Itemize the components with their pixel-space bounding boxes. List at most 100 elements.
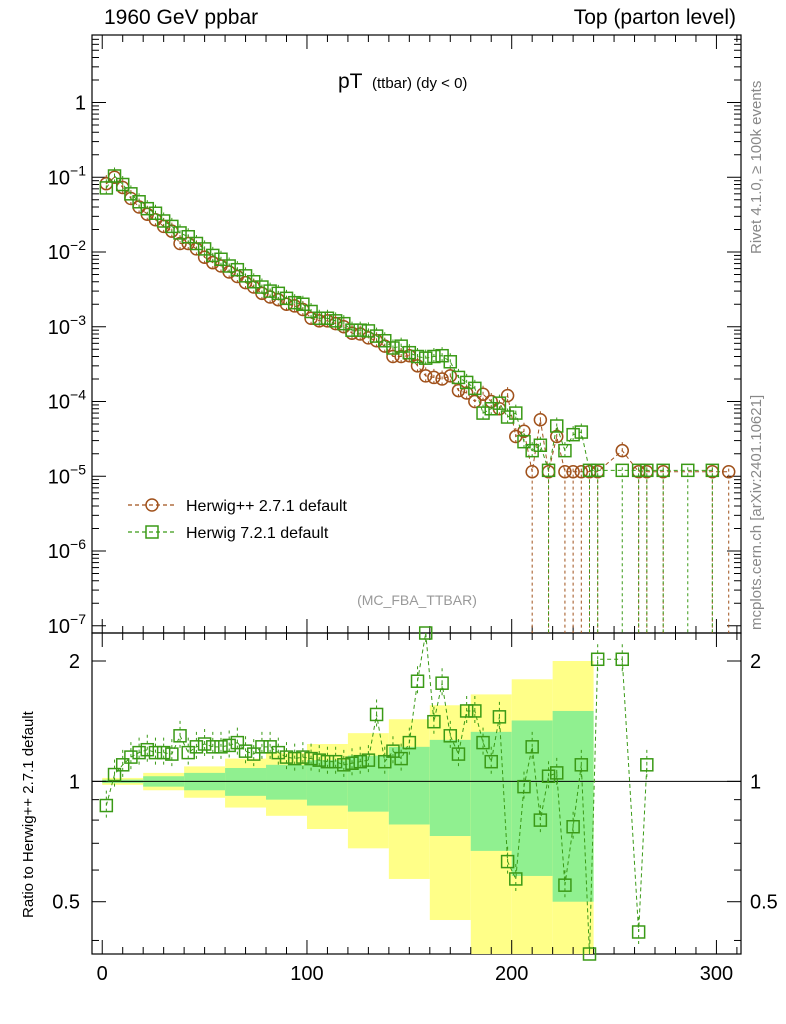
- data-point-herwig7: [476, 406, 490, 420]
- ratio-xtick-label-3: 300: [700, 963, 733, 985]
- data-point-herwig7: [427, 349, 441, 364]
- main-ytick-label-1: 10−1: [48, 162, 86, 189]
- ratio-panel-frame: [91, 632, 742, 955]
- ratio-point: [345, 756, 359, 770]
- ratio-point: [533, 813, 548, 827]
- ratio-point: [410, 674, 425, 688]
- ratio-point: [427, 714, 441, 729]
- ratio-point: [558, 878, 572, 892]
- data-point-herwigpp: [443, 369, 458, 383]
- main-ytick-label-7: 10−7: [48, 611, 86, 638]
- chart-title: pT (ttbar) (dy < 0): [338, 70, 467, 93]
- data-point-herwig7: [656, 463, 670, 478]
- main-ytick-label-3: 10−3: [48, 312, 86, 339]
- data-point-herwig7: [631, 463, 646, 478]
- ratio-point: [255, 740, 269, 754]
- legend-marker-herwig7: [145, 525, 159, 539]
- data-point-herwig7: [148, 206, 163, 220]
- ratio-ytick-label-right-2: 2: [750, 651, 761, 673]
- ratio-ytick-label-1: 1: [69, 771, 80, 793]
- data-point-herwig7: [328, 314, 343, 328]
- ratio-point: [287, 751, 302, 766]
- ratio-series-marks: [99, 626, 654, 961]
- ratio-point: [525, 740, 539, 754]
- ratio-xtick-label-1: 100: [290, 963, 323, 985]
- ratio-point: [107, 767, 122, 782]
- process-label: Top (parton level): [573, 6, 736, 29]
- data-point-herwig7: [115, 177, 130, 192]
- data-point-herwig7: [378, 333, 392, 348]
- legend-marker-herwigpp: [145, 498, 159, 512]
- main-y-axis-ticks: 1 10−1 10−2 10−3 10−4 10−5 10−6 10−7: [48, 34, 741, 638]
- ratio-point: [222, 738, 236, 753]
- data-point-herwig7: [418, 351, 433, 365]
- ratio-point: [574, 758, 589, 772]
- data-point-herwigpp: [574, 464, 589, 479]
- ratio-panel: [91, 632, 742, 955]
- ratio-point: [451, 747, 466, 761]
- data-point-herwig7: [500, 410, 515, 424]
- ratio-point: [230, 735, 245, 750]
- ratio-point: [214, 740, 228, 754]
- series-line-0: [106, 176, 729, 473]
- ratio-point: [517, 779, 531, 794]
- ratio-point: [99, 798, 114, 813]
- data-point-herwig7: [353, 323, 367, 337]
- data-point-herwig7: [296, 297, 310, 312]
- legend[interactable]: Herwig++ 2.7.1 default Herwig 7.2.1 defa…: [128, 498, 348, 542]
- data-point-herwig7: [640, 463, 654, 478]
- ratio-point: [418, 626, 433, 640]
- ratio-point: [394, 751, 408, 766]
- data-point-herwig7: [107, 169, 122, 183]
- data-point-herwigpp: [500, 388, 515, 403]
- ratio-point: [246, 747, 261, 761]
- data-point-herwig7: [705, 463, 720, 478]
- data-point-herwig7: [549, 419, 564, 433]
- legend-item-herwig7[interactable]: Herwig 7.2.1 default: [128, 525, 329, 542]
- data-point-herwigpp: [451, 383, 466, 398]
- data-point-herwig7: [558, 443, 572, 458]
- chart-title-sub: (ttbar) (dy < 0): [372, 75, 467, 92]
- data-point-herwig7: [361, 324, 376, 338]
- ratio-point: [115, 758, 130, 772]
- ratio-point: [386, 744, 400, 758]
- legend-item-herwigpp[interactable]: Herwig++ 2.7.1 default: [128, 498, 348, 515]
- data-point-herwigpp: [410, 359, 425, 373]
- ratio-point: [304, 751, 318, 766]
- main-ytick-label-6: 10−6: [48, 536, 86, 563]
- collider-label: 1960 GeV ppbar: [104, 6, 259, 29]
- data-point-herwig7: [492, 396, 507, 410]
- band-inner-10: [511, 720, 553, 876]
- band-inner-4: [266, 764, 307, 800]
- data-point-herwig7: [681, 463, 695, 478]
- data-point-herwig7: [320, 311, 335, 325]
- main-panel: [91, 34, 742, 634]
- data-point-herwig7: [206, 248, 220, 263]
- data-point-herwig7: [574, 425, 589, 439]
- ratio-point: [615, 652, 630, 667]
- data-point-herwigpp: [558, 464, 572, 479]
- ratio-ytick-label-2: 2: [69, 651, 80, 673]
- ratio-ytick-label-0: 0.5: [52, 892, 80, 914]
- ratio-point: [476, 735, 490, 750]
- data-point-herwig7: [590, 463, 605, 478]
- ratio-point: [206, 740, 220, 754]
- ratio-xtick-label-2: 200: [495, 963, 528, 985]
- ratio-point: [156, 745, 171, 760]
- ratio-point: [435, 676, 449, 690]
- data-point-herwig7: [451, 370, 466, 385]
- ratio-series-line: [105, 632, 648, 955]
- ratio-point: [312, 753, 327, 767]
- ratio-point: [165, 747, 179, 761]
- ratio-point: [132, 745, 146, 760]
- data-point-herwig7: [615, 463, 630, 478]
- ratio-point: [484, 754, 498, 769]
- ratio-point: [296, 750, 310, 764]
- data-point-herwig7: [124, 187, 138, 201]
- ratio-point: [328, 754, 343, 769]
- main-ytick-label-4: 10−4: [48, 387, 86, 414]
- main-series-marks: [99, 167, 736, 633]
- ratio-point: [631, 925, 646, 939]
- ratio-point: [590, 652, 605, 667]
